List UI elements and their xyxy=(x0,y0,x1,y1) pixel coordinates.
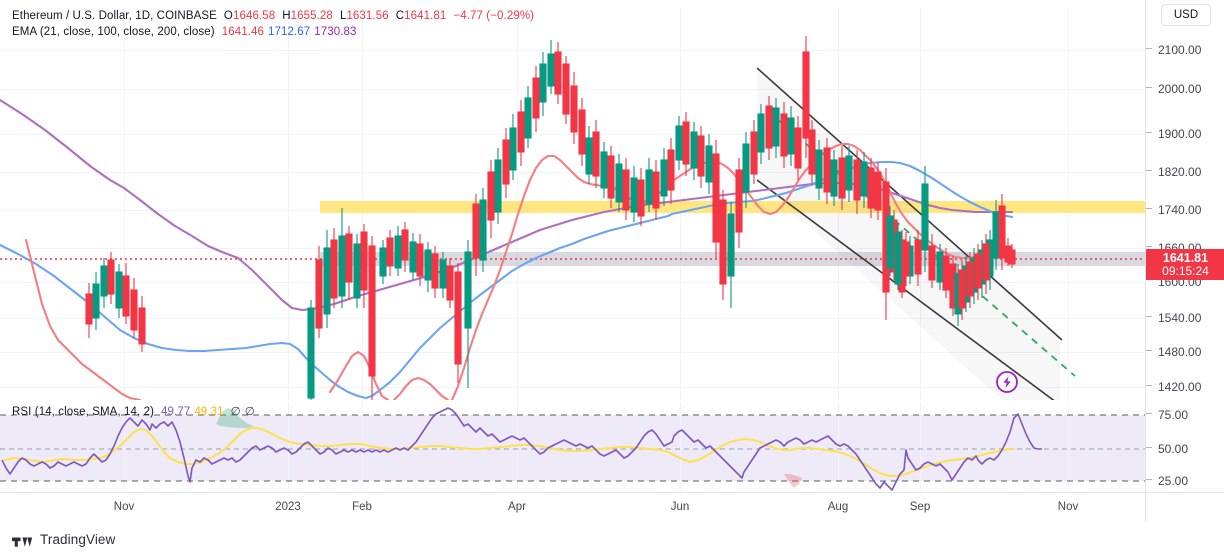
axis-tick xyxy=(1146,447,1152,448)
tradingview-wordmark: TradingView xyxy=(40,532,116,547)
axis-tick xyxy=(1146,48,1152,49)
time-axis-label: Sep xyxy=(909,501,931,513)
axis-tick xyxy=(1146,170,1152,171)
bar-countdown: 09:15:24 xyxy=(1162,263,1209,278)
rsi-indicator-pane[interactable] xyxy=(0,402,1145,492)
rsi-legend[interactable]: RSI (14, close, SMA, 14, 2) 49.77 49.31 ∅ ∅ xyxy=(12,404,255,418)
axis-tick xyxy=(1146,132,1152,133)
axis-tick xyxy=(1146,479,1152,480)
ohlc-low-label: L xyxy=(339,10,347,22)
rsi-band-fill xyxy=(0,415,1145,481)
ohlc-close-value: 1641.81 xyxy=(404,10,447,22)
rsi-null-2: ∅ xyxy=(244,406,255,418)
ema-100-value: 1712.67 xyxy=(267,26,311,38)
rsi-null-1: ∅ xyxy=(230,406,241,418)
alert-lightning-icon[interactable] xyxy=(996,371,1018,393)
rsi-bull-crossover-fill xyxy=(216,408,254,428)
rsi-axis-label: 25.00 xyxy=(1158,474,1189,488)
time-axis-label: Nov xyxy=(1057,501,1079,513)
symbol-legend[interactable]: Ethereum / U.S. Dollar, 1D, COINBASE O164… xyxy=(12,10,534,22)
time-axis-label: Aug xyxy=(827,501,849,513)
time-axis-label: Nov xyxy=(113,501,135,513)
price-axis-label: 1480.00 xyxy=(1158,345,1202,359)
rsi-axis-label: 50.00 xyxy=(1158,442,1189,456)
ohlc-open-label: O xyxy=(223,10,233,22)
candlestick-series xyxy=(85,36,1016,400)
axis-tick xyxy=(1146,208,1152,209)
axis-tick xyxy=(1146,87,1152,88)
ema-21-value: 1641.46 xyxy=(221,26,264,38)
axis-corner xyxy=(1145,492,1224,521)
ohlc-high-label: H xyxy=(282,10,291,22)
ema-legend[interactable]: EMA (21, close, 100, close, 200, close) 1… xyxy=(12,26,357,38)
rsi-value: 49.77 xyxy=(161,406,191,418)
ema-title[interactable]: EMA (21, close, 100, close, 200, close) xyxy=(12,26,215,38)
time-axis-label: Feb xyxy=(352,501,372,513)
rsi-sma-value: 49.31 xyxy=(194,406,224,418)
axis-tick xyxy=(1146,246,1152,247)
current-price-tag[interactable]: 1641.81 09:15:24 xyxy=(1146,249,1224,280)
time-axis-label: Jun xyxy=(670,501,690,513)
resistance-zone-band xyxy=(320,201,1145,213)
ohlc-low-value: 1631.56 xyxy=(346,10,389,22)
rsi-title[interactable]: RSI (14, close, SMA, 14, 2) xyxy=(12,406,155,418)
symbol-title[interactable]: Ethereum / U.S. Dollar, 1D, COINBASE xyxy=(12,10,217,22)
rsi-bear-crossover-fill xyxy=(784,474,802,488)
rsi-chart-svg xyxy=(0,402,1145,492)
ohlc-close-label: C xyxy=(395,10,405,22)
currency-badge[interactable]: USD xyxy=(1161,4,1211,26)
price-axis-label: 1820.00 xyxy=(1158,165,1202,179)
time-axis[interactable]: Nov 2023 Feb Apr Jun Aug Sep Nov xyxy=(0,492,1145,521)
ema-200-value: 1730.83 xyxy=(314,26,357,38)
current-price-value: 1641.81 xyxy=(1162,250,1209,265)
time-axis-label: 2023 xyxy=(275,501,301,513)
tradingview-logo[interactable]: TradingView xyxy=(12,532,115,547)
price-axis-label: 1740.00 xyxy=(1158,203,1202,217)
rsi-axis-label: 75.00 xyxy=(1158,408,1189,422)
ohlc-open-value: 1646.58 xyxy=(232,10,276,22)
price-chart-pane[interactable] xyxy=(0,8,1145,400)
tradingview-mark-icon xyxy=(12,537,33,547)
price-axis-label: 1420.00 xyxy=(1158,380,1202,394)
rsi-line xyxy=(1,407,1042,491)
ohlc-high-value: 1655.28 xyxy=(290,10,333,22)
rsi-vertical-gridlines xyxy=(124,402,1069,492)
axis-tick xyxy=(1146,385,1152,386)
axis-tick xyxy=(1146,316,1152,317)
price-axis-label: 1900.00 xyxy=(1158,127,1202,141)
axis-tick xyxy=(1146,413,1152,414)
descending-channel-fill xyxy=(757,68,1060,400)
price-change: −4.77 (−0.29%) xyxy=(453,10,535,22)
price-axis-label: 2100.00 xyxy=(1158,43,1202,57)
price-axis-label: 2000.00 xyxy=(1158,82,1202,96)
channel-lower-line xyxy=(756,179,1055,400)
price-axis-label: 1540.00 xyxy=(1158,311,1202,325)
axis-tick xyxy=(1146,350,1152,351)
time-axis-label: Apr xyxy=(508,501,526,513)
price-chart-svg xyxy=(0,8,1145,400)
ema-21-line xyxy=(24,142,1014,400)
price-axis[interactable]: USD 2100.00 2000.00 1900.00 1820.00 1740… xyxy=(1145,0,1224,492)
